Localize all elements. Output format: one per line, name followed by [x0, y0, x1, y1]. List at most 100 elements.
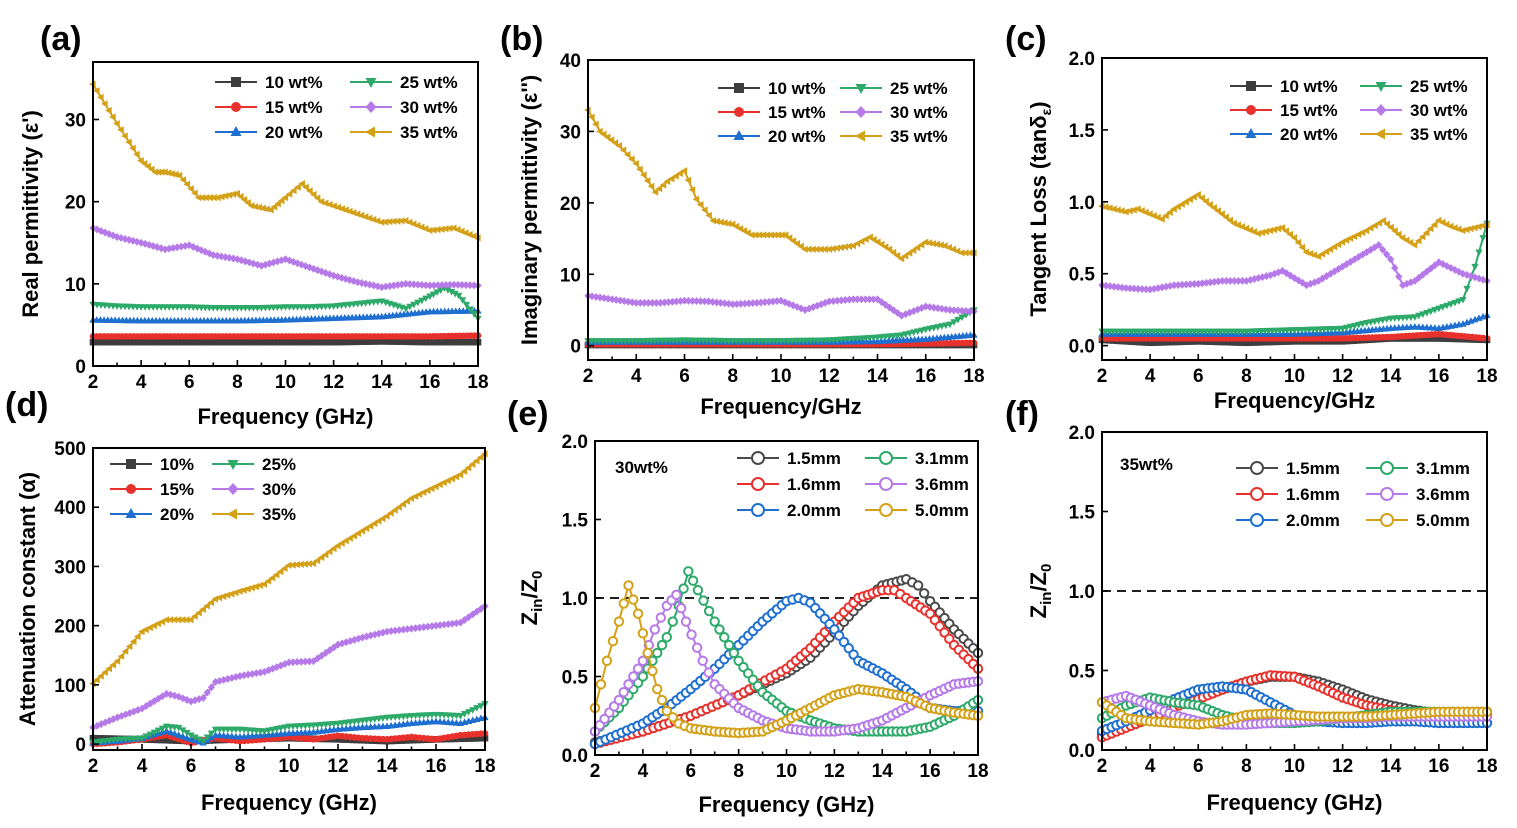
- data-point: [179, 176, 187, 184]
- data-point: [825, 297, 833, 306]
- data-point: [470, 338, 478, 346]
- data-point: [1428, 335, 1435, 342]
- data-point: [175, 171, 183, 180]
- data-point: [656, 694, 668, 706]
- legend-label: 5.0mm: [915, 501, 969, 520]
- data-point: [643, 177, 651, 185]
- x-tick-label: 2: [1097, 366, 1108, 387]
- legend: 10 wt% 15 wt% 20 wt% 25 wt% 30 wt% 35 wt%: [1230, 77, 1468, 144]
- x-tick-label: 18: [1476, 756, 1497, 777]
- data-point: [1294, 276, 1303, 285]
- data-point: [391, 506, 398, 514]
- data-point: [757, 298, 765, 307]
- data-point: [881, 243, 889, 251]
- data-point: [761, 298, 769, 307]
- data-point: [173, 243, 181, 252]
- data-point: [436, 621, 444, 630]
- data-point: [684, 296, 693, 305]
- data-point: [1419, 270, 1427, 279]
- data-point: [274, 338, 282, 346]
- x-tick-label: 16: [920, 761, 941, 782]
- y-tick-label: 0.0: [1069, 741, 1095, 762]
- y-tick-label: 30: [65, 111, 86, 132]
- data-point: [1158, 215, 1165, 223]
- y-tick-label: 0.5: [1069, 265, 1096, 286]
- data-point: [1194, 190, 1201, 199]
- data-point: [416, 623, 424, 632]
- legend-label: 30 wt%: [890, 103, 948, 122]
- data-point: [1463, 270, 1471, 279]
- data-point: [466, 306, 474, 314]
- legend-item: 25 wt%: [1360, 77, 1468, 96]
- data-point: [101, 100, 108, 108]
- data-point: [721, 219, 728, 227]
- data-point: [1102, 281, 1110, 290]
- data-point: [469, 707, 477, 714]
- data-point: [428, 622, 436, 631]
- panel-label: (a): [40, 20, 82, 58]
- data-point: [389, 217, 397, 226]
- data-point: [199, 738, 207, 746]
- data-point: [753, 298, 761, 307]
- legend-marker: [227, 460, 239, 470]
- data-point: [130, 707, 138, 716]
- data-point: [733, 300, 741, 309]
- panel-d: (d) 2 4 6 8 10 12 14 16 18 0 100 200 300 400 500 Frequen…: [5, 386, 496, 815]
- x-tick-label: 6: [184, 372, 195, 393]
- data-point: [1190, 280, 1198, 288]
- data-point: [1180, 338, 1187, 346]
- series-35wt: [1098, 190, 1490, 261]
- data-point: [1367, 245, 1375, 254]
- data-point: [305, 657, 314, 666]
- data-point: [1234, 276, 1242, 285]
- legend-label: 25 wt%: [1410, 77, 1468, 96]
- data-point: [175, 724, 183, 732]
- data-point: [688, 186, 696, 194]
- x-tick-label: 8: [232, 372, 243, 393]
- data-point: [655, 612, 667, 623]
- data-point: [350, 635, 358, 644]
- data-point: [1186, 195, 1193, 204]
- data-point: [651, 188, 659, 196]
- data-point: [160, 338, 167, 346]
- data-point: [1394, 230, 1402, 238]
- data-point: [255, 203, 263, 212]
- data-point: [111, 338, 119, 346]
- series-5.0mm: [1096, 697, 1493, 730]
- data-point: [1447, 301, 1455, 308]
- data-point: [592, 120, 599, 128]
- data-point: [637, 628, 649, 639]
- legend-item: 5.0mm: [1366, 511, 1470, 530]
- legend-label: 1.5mm: [1286, 459, 1340, 478]
- legend-label: 25 wt%: [400, 73, 458, 92]
- data-point: [950, 319, 958, 326]
- legend-marker: [230, 126, 242, 136]
- data-point: [889, 248, 897, 257]
- y-axis-title: Zin/Z0: [1026, 564, 1055, 619]
- data-point: [1266, 226, 1274, 235]
- data-point: [1383, 250, 1391, 259]
- data-point: [113, 657, 121, 665]
- data-point: [448, 338, 456, 346]
- data-point: [391, 626, 399, 635]
- data-point: [1286, 271, 1295, 280]
- data-point: [1359, 250, 1367, 259]
- data-point: [271, 338, 278, 346]
- data-point: [652, 647, 663, 659]
- legend-label: 20 wt%: [768, 127, 826, 146]
- legend-item: 30 wt%: [840, 103, 948, 122]
- legend-item: 25%: [212, 455, 296, 474]
- y-tick-label: 0.0: [562, 746, 588, 767]
- data-point: [222, 338, 230, 346]
- x-tick-label: 18: [467, 372, 488, 393]
- data-point: [383, 627, 391, 636]
- data-point: [325, 547, 333, 556]
- legend-marker: [126, 484, 136, 494]
- data-point: [244, 199, 251, 207]
- legend-item: 15 wt%: [718, 103, 826, 122]
- x-axis-title: Frequency (GHz): [1206, 790, 1382, 815]
- data-point: [793, 239, 801, 248]
- data-point: [909, 246, 917, 254]
- legend-marker: [855, 130, 865, 142]
- data-point: [849, 295, 858, 304]
